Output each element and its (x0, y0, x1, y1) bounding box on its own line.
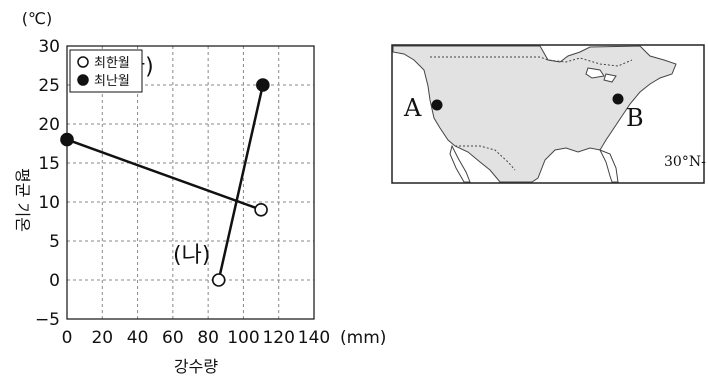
legend-filled-circle-icon (77, 74, 89, 86)
series-label: (나) (173, 243, 210, 268)
x-tick-label: 120 (262, 328, 294, 348)
baja-peninsula (449, 144, 471, 183)
border-line (430, 56, 633, 171)
legend-label-coldest: 최한월 (94, 56, 130, 71)
legend-open-circle-icon (77, 56, 89, 68)
y-tick-label: 5 (49, 232, 60, 252)
y-tick-label: 25 (38, 76, 60, 96)
x-tick-label: 60 (162, 328, 184, 348)
y-tick-label: 10 (38, 193, 60, 213)
x-unit-label: (mm) (340, 328, 386, 348)
y-tick-label: 20 (38, 115, 60, 135)
y-tick-label: 0 (49, 271, 60, 291)
chart-series: (가)(나) (60, 55, 270, 287)
x-axis-label: 강수량 (174, 357, 218, 376)
chart-grid (66, 45, 315, 320)
x-tick-label: 40 (127, 328, 149, 348)
y-tick-label: 15 (38, 154, 60, 174)
florida-peninsula (598, 149, 619, 183)
warmest-month-point (256, 78, 270, 92)
x-tick-label: 100 (227, 328, 259, 348)
y-axis-label: 평균 기온 (13, 168, 32, 232)
point-a-marker (431, 99, 443, 111)
point-b-marker (612, 93, 624, 105)
north-america-map: A B 30°N- (391, 44, 706, 184)
series-line (217, 84, 265, 281)
chart-legend: 최한월 최난월 (69, 49, 143, 93)
y-tick-label: 30 (38, 37, 60, 57)
coldest-month-point (254, 203, 268, 217)
y-tick-label: −5 (35, 310, 60, 330)
coldest-month-point (211, 273, 226, 287)
x-tick-label: 140 (298, 328, 330, 348)
x-tick-label: 0 (62, 328, 73, 348)
y-unit-label: (℃) (22, 9, 52, 28)
x-tick-label: 80 (197, 328, 219, 348)
legend-label-warmest: 최난월 (94, 74, 130, 89)
series-line (66, 138, 262, 211)
great-lakes (585, 67, 617, 83)
climate-chart: (℃) (mm) 강수량 평균 기온 0 20 40 60 80 100 120 140302… (13, 9, 386, 376)
warmest-month-point (60, 132, 74, 147)
x-tick-label: 20 (91, 328, 113, 348)
plot-frame (66, 45, 315, 320)
latitude-label: 30°N- (664, 154, 706, 170)
point-b-label: B (626, 104, 644, 132)
point-a-label: A (403, 94, 422, 122)
